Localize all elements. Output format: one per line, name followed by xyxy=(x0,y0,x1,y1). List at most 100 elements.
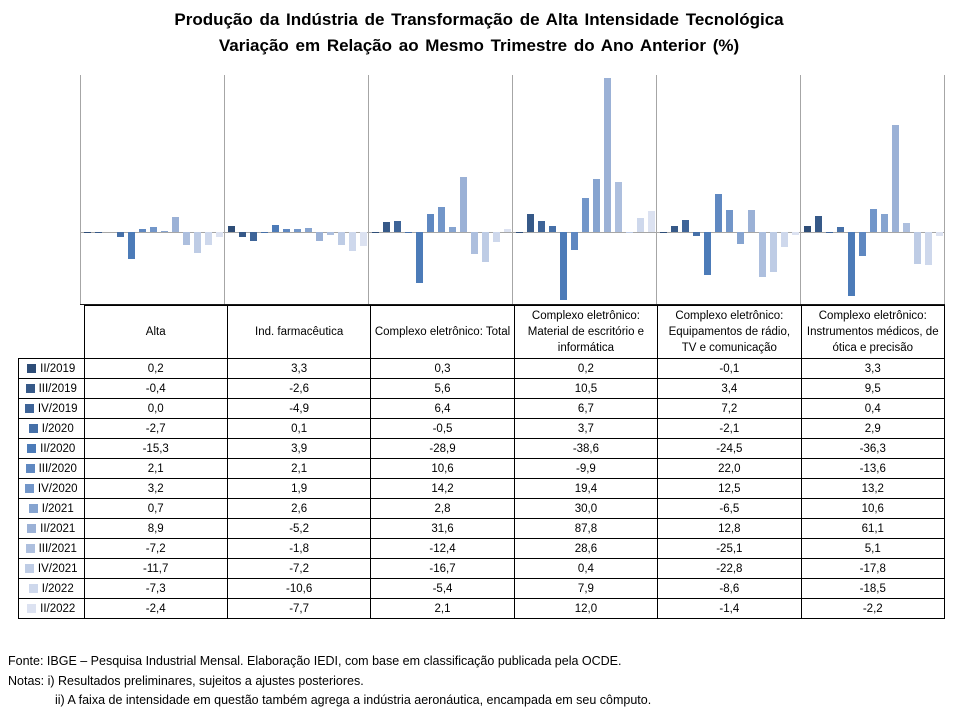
table-row: III/2019 -0,4 -2,6 5,6 10,5 3,4 9,5 xyxy=(18,378,946,399)
bar-IV-2021 xyxy=(193,232,201,253)
bar-IV-2019 xyxy=(393,221,401,233)
table-corner-cell xyxy=(19,306,85,359)
value-cell: -2,6 xyxy=(226,378,372,399)
bar-IV-2020 xyxy=(293,228,301,233)
value-cell: 0,1 xyxy=(226,418,372,439)
column-header-2: Ind. farmacêutica xyxy=(226,305,372,359)
value-cell: -38,6 xyxy=(513,438,659,459)
legend-swatch xyxy=(27,443,37,453)
value-cell: 3,3 xyxy=(800,358,946,379)
bar-II-2022 xyxy=(503,228,511,233)
legend-swatch xyxy=(28,503,38,513)
category-group-5 xyxy=(656,75,800,304)
bar-III-2021 xyxy=(614,181,622,233)
category-group-2 xyxy=(224,75,368,304)
bar-IV-2021 xyxy=(769,232,777,273)
series-name: III/2019 xyxy=(38,382,77,395)
table-row: III/2021 -7,2 -1,8 -12,4 28,6 -25,1 5,1 xyxy=(18,538,946,559)
value-cell: -15,3 xyxy=(83,438,228,459)
bar-III-2020 xyxy=(426,213,434,233)
series-label-cell: I/2021 xyxy=(18,498,85,519)
bar-II-2020 xyxy=(271,225,279,233)
value-cell: 3,7 xyxy=(513,418,659,439)
series-name: IV/2019 xyxy=(37,402,78,415)
table-row: II/2022 -2,4 -7,7 2,1 12,0 -1,4 -2,2 xyxy=(18,598,946,619)
bar-I-2021 xyxy=(736,232,744,244)
legend-swatch xyxy=(27,523,37,533)
series-name: II/2021 xyxy=(40,522,76,535)
legend-swatch xyxy=(24,563,34,573)
bar-I-2022 xyxy=(780,232,788,248)
value-cell: -7,2 xyxy=(83,538,228,559)
value-cell: 3,9 xyxy=(226,438,372,459)
value-cell: 2,1 xyxy=(83,458,228,479)
value-cell: -5,2 xyxy=(226,518,372,539)
value-cell: 10,5 xyxy=(513,378,659,399)
bar-III-2021 xyxy=(326,232,334,236)
value-cell: 0,0 xyxy=(83,398,228,419)
bar-II-2022 xyxy=(647,211,655,233)
bar-IV-2020 xyxy=(149,226,157,233)
value-cell: -0,5 xyxy=(370,418,515,439)
chart-title: Produção da Indústria de Transformação d… xyxy=(0,7,958,59)
legend-swatch xyxy=(25,383,35,393)
bar-I-2020 xyxy=(548,225,556,233)
notes-line-1: Notas: i) Resultados preliminares, sujei… xyxy=(8,673,364,688)
series-label-cell: III/2019 xyxy=(18,378,85,399)
bar-III-2019 xyxy=(94,232,102,233)
value-cell: -7,7 xyxy=(226,598,372,619)
value-cell: -2,4 xyxy=(83,598,228,619)
value-cell: 2,1 xyxy=(370,598,515,619)
bar-I-2022 xyxy=(204,232,212,246)
value-cell: -12,4 xyxy=(370,538,515,559)
series-name: I/2020 xyxy=(41,422,74,435)
bar-IV-2020 xyxy=(581,198,589,233)
bar-IV-2019 xyxy=(825,231,833,233)
value-cell: 0,7 xyxy=(83,498,228,519)
value-cell: -17,8 xyxy=(800,558,946,579)
bar-I-2020 xyxy=(692,232,700,236)
series-name: II/2019 xyxy=(40,362,76,375)
bar-II-2019 xyxy=(227,226,235,233)
column-header-3: Complexo eletrônico: Total xyxy=(370,305,515,359)
table-row: II/2021 8,9 -5,2 31,6 87,8 12,8 61,1 xyxy=(18,518,946,539)
series-label-cell: II/2022 xyxy=(18,598,85,619)
value-cell: -22,8 xyxy=(657,558,802,579)
value-cell: 2,8 xyxy=(370,498,515,519)
category-group-6 xyxy=(800,75,945,304)
series-name: IV/2020 xyxy=(37,482,78,495)
bar-III-2020 xyxy=(858,232,866,257)
series-label-cell: I/2022 xyxy=(18,578,85,599)
value-cell: 2,6 xyxy=(226,498,372,519)
value-cell: -2,1 xyxy=(657,418,802,439)
bar-II-2021 xyxy=(891,124,899,233)
plot-area xyxy=(80,75,945,305)
bar-III-2020 xyxy=(714,193,722,233)
value-cell: -5,4 xyxy=(370,578,515,599)
table-row: I/2022 -7,3 -10,6 -5,4 7,9 -8,6 -18,5 xyxy=(18,578,946,599)
value-cell: 6,7 xyxy=(513,398,659,419)
value-cell: 12,0 xyxy=(513,598,659,619)
value-cell: -13,6 xyxy=(800,458,946,479)
bar-II-2021 xyxy=(603,77,611,233)
column-header-5: Complexo eletrônico: Equipamentos de rád… xyxy=(657,305,802,359)
value-cell: 5,6 xyxy=(370,378,515,399)
bar-III-2021 xyxy=(470,232,478,255)
bar-IV-2020 xyxy=(869,209,877,233)
value-cell: -2,7 xyxy=(83,418,228,439)
legend-swatch xyxy=(25,463,35,473)
legend-swatch xyxy=(24,483,34,493)
value-cell: 0,4 xyxy=(800,398,946,419)
value-cell: 9,5 xyxy=(800,378,946,399)
bar-II-2020 xyxy=(559,232,567,301)
notes-line-2: ii) A faixa de intensidade em questão ta… xyxy=(55,693,652,707)
value-cell: -1,8 xyxy=(226,538,372,559)
value-cell: -24,5 xyxy=(657,438,802,459)
value-cell: -7,2 xyxy=(226,558,372,579)
bar-III-2020 xyxy=(570,232,578,250)
bar-I-2021 xyxy=(160,231,168,233)
bar-I-2022 xyxy=(492,232,500,242)
series-name: IV/2021 xyxy=(37,562,78,575)
value-cell: 2,9 xyxy=(800,418,946,439)
bar-I-2021 xyxy=(304,227,312,233)
